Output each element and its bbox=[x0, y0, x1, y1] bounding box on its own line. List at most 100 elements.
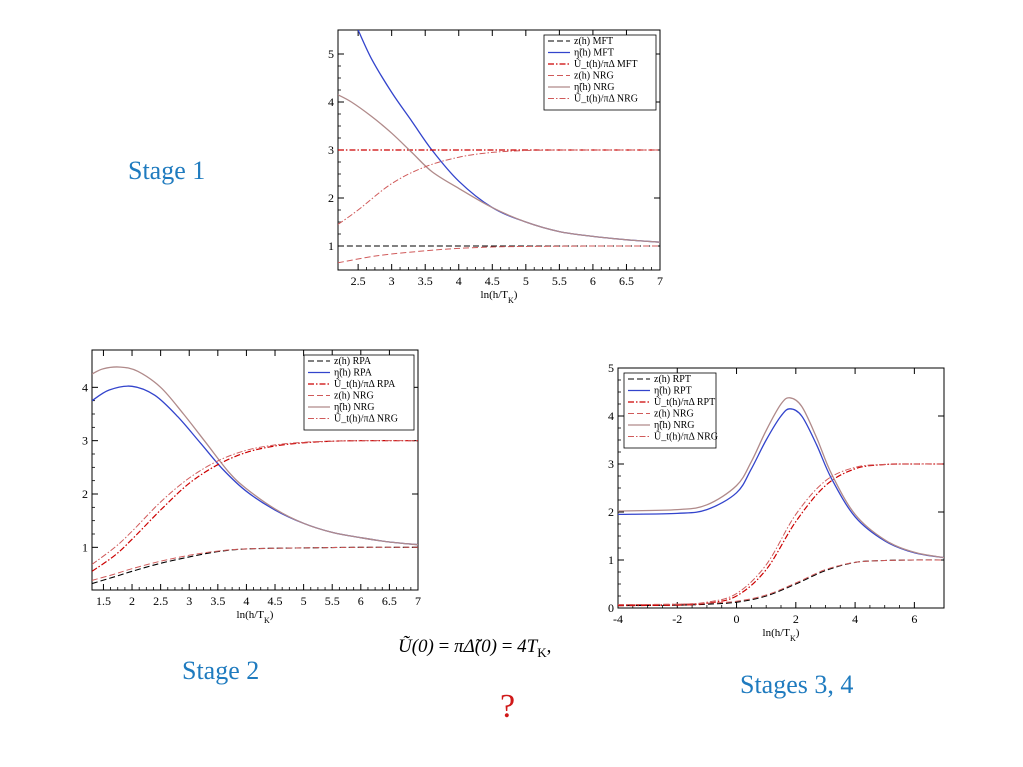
x-tick-label: 1.5 bbox=[96, 594, 111, 608]
x-axis-label-close: ) bbox=[796, 627, 800, 639]
series-line-0 bbox=[92, 546, 418, 585]
legend-entry: η̃(h) NRG bbox=[654, 420, 695, 431]
formula-tail: , bbox=[546, 636, 552, 657]
chart-stages-3-4: -4 -2 0 2 4 6 0 1 2 3 4 5 ln(h/TK) z(h) RPT η̃(h) RPT Ũ… bbox=[590, 360, 960, 643]
x-tick-label: 3 bbox=[186, 594, 192, 608]
chart-stage-1: 2.5 3 3.5 4 4.5 5 5.5 6 6.5 7 1 2 3 4 5 ln(h/TK) z(h) MF… bbox=[300, 29, 680, 310]
question-mark: ? bbox=[500, 688, 516, 725]
formula-lhs: Ũ(0) bbox=[398, 636, 434, 657]
y-tick-label: 0 bbox=[608, 601, 614, 615]
y-tick-label: 2 bbox=[82, 487, 88, 501]
series-line-5 bbox=[618, 463, 944, 606]
legend-box bbox=[543, 34, 657, 111]
stages-3-4-label: Stages 3, 4 bbox=[740, 670, 854, 699]
legend-entry: z(h) NRG bbox=[334, 391, 374, 402]
y-tick-label: 1 bbox=[328, 239, 334, 253]
x-tick-label: 5.5 bbox=[552, 274, 567, 288]
x-tick-label: -2 bbox=[672, 612, 682, 626]
y-tick-label: 4 bbox=[608, 409, 614, 423]
legend-entry: z(h) RPT bbox=[654, 374, 691, 385]
chart-stage-2-svg: 1.5 2 2.5 3 3.5 4 4.5 5 5.5 6 6.5 71234ln(h/TK)z(h)… bbox=[82, 349, 421, 625]
legend-entry: z(h) RPA bbox=[334, 356, 372, 367]
x-tick-label: 7 bbox=[657, 274, 663, 288]
plot-frame bbox=[91, 349, 419, 591]
x-tick-label: 6.5 bbox=[382, 594, 397, 608]
y-tick-label: 2 bbox=[328, 191, 334, 205]
formula-eq1: = bbox=[433, 636, 455, 657]
formula-mid: πΔ̃(0) bbox=[454, 636, 497, 657]
y-tick-label: 2 bbox=[608, 505, 614, 519]
x-tick-label: 4 bbox=[243, 594, 249, 608]
y-tick-label: 4 bbox=[82, 380, 88, 394]
legend-entry: Ũ_t(h)/πΔ NRG bbox=[334, 413, 398, 425]
legend-entry: Ũ_t(h)/πΔ RPA bbox=[334, 378, 396, 390]
x-tick-label: 4.5 bbox=[485, 274, 500, 288]
x-tick-label: 5 bbox=[301, 594, 307, 608]
series-line-0 bbox=[618, 559, 944, 607]
x-tick-label: 3.5 bbox=[210, 594, 225, 608]
legend-box bbox=[623, 372, 717, 449]
series-line-3 bbox=[338, 245, 660, 264]
stage-1-label: Stage 1 bbox=[128, 156, 206, 185]
x-tick-label: 2 bbox=[793, 612, 799, 626]
x-tick-label: 6 bbox=[911, 612, 917, 626]
legend-entry: Ũ_t(h)/πΔ NRG bbox=[654, 431, 718, 443]
x-tick-label: -4 bbox=[613, 612, 623, 626]
x-axis-label-close: ) bbox=[270, 609, 274, 621]
y-tick-label: 4 bbox=[328, 95, 334, 109]
chart-stage-2: 1.5 2 2.5 3 3.5 4 4.5 5 5.5 6 6.5 7 1 2 3 4 ln(h/TK) z(h)… bbox=[60, 345, 440, 625]
legend-box bbox=[303, 354, 415, 431]
x-tick-label: 3 bbox=[389, 274, 395, 288]
x-tick-label: 6 bbox=[358, 594, 364, 608]
x-tick-label: 0 bbox=[734, 612, 740, 626]
legend-entry: η̃(h) NRG bbox=[574, 82, 615, 93]
x-tick-label: 3.5 bbox=[418, 274, 433, 288]
formula-rhs: 4T bbox=[517, 636, 538, 657]
legend-entry: η̃(h) RPT bbox=[654, 386, 692, 397]
legend-entry: z(h) NRG bbox=[574, 71, 614, 82]
x-axis-label: ln(h/TK) bbox=[481, 289, 518, 305]
x-axis-label-sub: K bbox=[264, 616, 270, 625]
formula-eq2: = bbox=[496, 636, 518, 657]
legend-entry: z(h) NRG bbox=[654, 409, 694, 420]
series-line-1 bbox=[618, 408, 944, 559]
legend-entry: Ũ_t(h)/πΔ RPT bbox=[654, 396, 715, 408]
y-tick-label: 5 bbox=[608, 361, 614, 375]
series-line-3 bbox=[618, 559, 944, 606]
x-tick-label: 2.5 bbox=[351, 274, 366, 288]
series-line-5 bbox=[338, 149, 660, 225]
legend-entry: η̃(h) RPA bbox=[334, 368, 373, 379]
series-line-4 bbox=[92, 366, 418, 546]
x-tick-label: 5.5 bbox=[325, 594, 340, 608]
x-axis-label: ln(h/TK) bbox=[237, 609, 274, 625]
x-tick-label: 6 bbox=[590, 274, 596, 288]
x-axis-label-sub: K bbox=[508, 296, 514, 305]
y-tick-label: 1 bbox=[82, 540, 88, 554]
series-line-5 bbox=[92, 440, 418, 565]
x-tick-label: 4 bbox=[456, 274, 462, 288]
y-tick-label: 5 bbox=[328, 47, 334, 61]
legend-entry: Ũ_t(h)/πΔ MFT bbox=[574, 58, 637, 70]
series-line-3 bbox=[92, 546, 418, 581]
legend-entry: η̃(h) MFT bbox=[574, 48, 614, 59]
chart-stage-1-svg: 2.5 3 3.5 4 4.5 5 5.5 6 6.5 7 1 2 3 4 5 ln(h/TK) z(h) MF… bbox=[328, 29, 663, 305]
x-tick-label: 6.5 bbox=[619, 274, 634, 288]
x-tick-label: 5 bbox=[523, 274, 529, 288]
x-tick-label: 4 bbox=[852, 612, 858, 626]
x-tick-label: 7 bbox=[415, 594, 421, 608]
x-tick-label: 2 bbox=[129, 594, 135, 608]
formula: Ũ(0) = πΔ̃(0) = 4TK, bbox=[398, 636, 551, 661]
series-line-4 bbox=[338, 94, 660, 243]
series-line-2 bbox=[92, 440, 418, 572]
x-axis-label: ln(h/TK) bbox=[763, 627, 800, 643]
x-tick-label: 2.5 bbox=[153, 594, 168, 608]
y-tick-label: 3 bbox=[82, 434, 88, 448]
y-tick-label: 1 bbox=[608, 553, 614, 567]
formula-rhs-sub: K bbox=[537, 644, 547, 660]
x-axis-label-sub: K bbox=[790, 634, 796, 643]
series-line-2 bbox=[618, 463, 944, 607]
x-tick-label: 4.5 bbox=[268, 594, 283, 608]
legend-entry: Ũ_t(h)/πΔ NRG bbox=[574, 93, 638, 105]
legend-entry: η̃(h) NRG bbox=[334, 402, 375, 413]
